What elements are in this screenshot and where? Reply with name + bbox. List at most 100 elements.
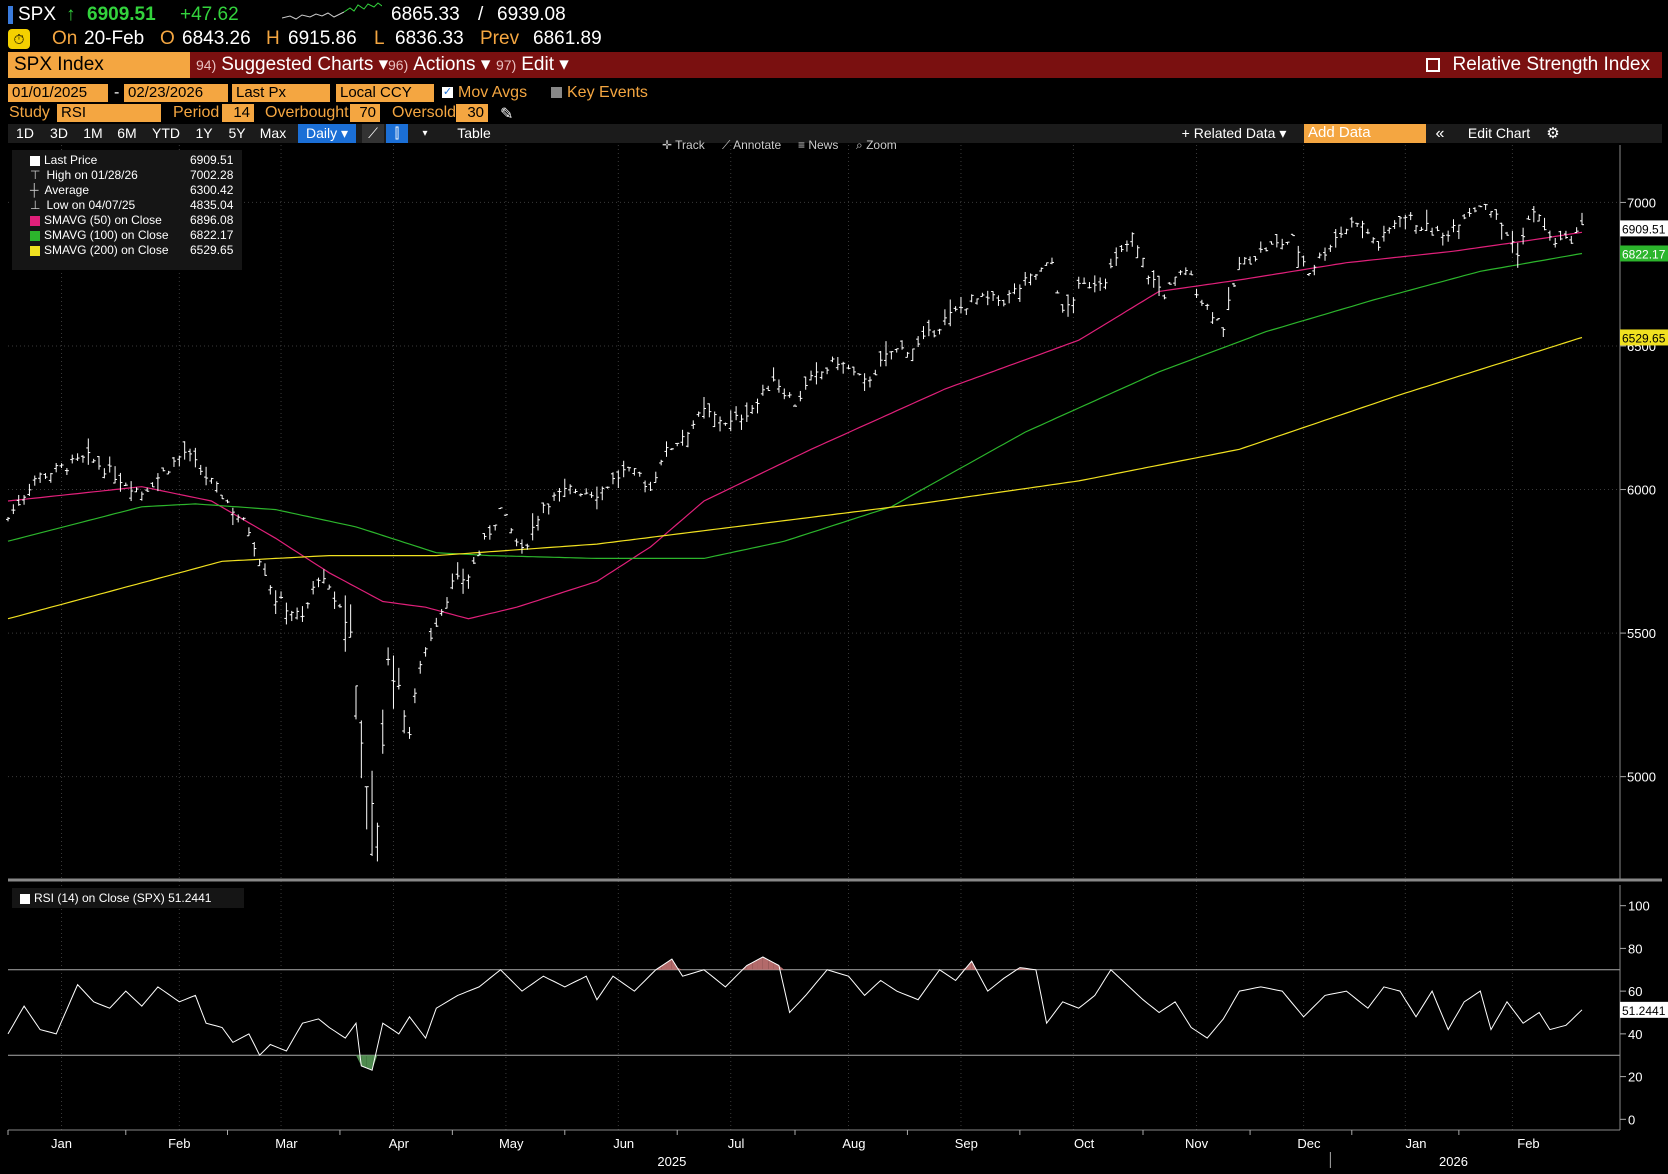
period-ytd[interactable]: YTD <box>152 125 180 141</box>
frequency-select[interactable]: Daily ▾ <box>298 124 356 143</box>
zoom-label: Zoom <box>866 138 897 152</box>
legend-swatch <box>30 215 40 226</box>
period-1m[interactable]: 1M <box>83 125 103 141</box>
period-1y[interactable]: 1Y <box>195 125 213 141</box>
rsi-legend: RSI (14) on Close (SPX) 51.2441 <box>12 888 244 908</box>
rsi-last-tag <box>1620 1001 1668 1018</box>
study-label: Study <box>9 104 50 121</box>
legend-swatch <box>30 155 40 166</box>
period-5y[interactable]: 5Y <box>228 125 246 141</box>
rsi-legend-row[interactable]: RSI (14) on Close (SPX) 51.2441 <box>12 891 211 906</box>
legend-label: SMAVG (200) on Close <box>44 243 169 257</box>
up-arrow-icon: ↑ <box>66 4 76 25</box>
mov-avgs-label: Mov Avgs <box>458 84 528 101</box>
news-tool[interactable]: ≡ News <box>798 138 838 154</box>
legend-last-price[interactable]: Last Price <box>12 153 97 168</box>
legend-ma200[interactable]: SMAVG (200) on Close <box>12 243 169 258</box>
legend-swatch <box>20 893 30 904</box>
security-field[interactable]: SPX Index <box>8 52 190 78</box>
rsi-tick-label: 100 <box>1628 899 1650 914</box>
rsi-tick-label: 80 <box>1628 941 1642 956</box>
suggested-num: 94) <box>196 57 217 73</box>
crosshair-icon: ✛ <box>662 138 676 152</box>
legend-ma200-value: 6529.65 <box>190 243 234 257</box>
month-label: Jun <box>613 1136 634 1151</box>
overbought-fill <box>661 962 667 970</box>
rsi-tick-label: 60 <box>1628 984 1642 999</box>
legend-ma50[interactable]: SMAVG (50) on Close <box>12 213 162 228</box>
key-events-checkbox[interactable] <box>551 87 562 98</box>
gear-icon[interactable]: ⚙ <box>1546 125 1560 142</box>
actions-menu[interactable]: 96) Actions ▾ <box>388 52 490 78</box>
sparkline-icon <box>281 2 383 30</box>
period-field[interactable]: 14 <box>222 104 254 122</box>
edit-label: Edit ▾ <box>521 54 569 75</box>
popout-icon[interactable] <box>1426 58 1441 72</box>
price-tick-label: 5500 <box>1627 626 1656 641</box>
ticker-marker <box>8 6 13 24</box>
pencil-icon[interactable]: ✎ <box>500 106 514 123</box>
table-button[interactable]: Table <box>457 125 491 141</box>
low-label: L <box>374 28 385 49</box>
chart-type-dropdown-icon[interactable]: ▾ <box>422 128 428 139</box>
annotate-tool[interactable]: ⟋ Annotate <box>722 138 781 154</box>
last-value-tag <box>1620 245 1668 262</box>
ma-line-smavg-100- <box>7 252 1583 560</box>
zoom-icon: ⌕ <box>856 138 867 152</box>
period-3d[interactable]: 3D <box>50 125 68 141</box>
last-value-tag <box>1620 220 1668 237</box>
legend-average-value: 6300.42 <box>190 183 234 197</box>
legend-ma100[interactable]: SMAVG (100) on Close <box>12 228 169 243</box>
year-label: 2026 <box>1439 1154 1468 1169</box>
edit-chart-button[interactable]: Edit Chart <box>1467 125 1531 141</box>
end-date-field[interactable]: 02/23/2026 <box>124 84 228 102</box>
news-icon: ≡ <box>798 138 809 152</box>
month-label: May <box>499 1136 524 1151</box>
overbought-label: Overbought <box>265 104 349 121</box>
chart-title[interactable]: Relative Strength Index <box>1426 52 1650 78</box>
line-chart-icon[interactable]: ⟋ <box>362 124 384 143</box>
mov-avgs-checkbox[interactable]: ✓ <box>442 86 453 98</box>
legend-low: ⊥ Low on 04/07/25 <box>12 198 135 213</box>
edit-menu[interactable]: 97) Edit ▾ <box>496 52 569 78</box>
prev-value: 6861.89 <box>533 28 602 49</box>
period-1d[interactable]: 1D <box>16 125 34 141</box>
period-label: Period <box>173 104 220 121</box>
last-value-label: 6529.65 <box>1622 331 1666 345</box>
legend-label: High on 01/28/26 <box>46 168 138 182</box>
quote-date: 20-Feb <box>84 28 145 49</box>
overbought-fill <box>1014 967 1020 970</box>
collapse-icon[interactable]: « <box>1435 125 1445 142</box>
date-sep: - <box>114 84 120 101</box>
legend-ma50-value: 6896.08 <box>190 213 234 227</box>
annotate-label: Annotate <box>733 138 782 152</box>
track-tool[interactable]: ✛ Track <box>662 138 705 154</box>
legend-swatch <box>30 230 40 241</box>
legend-label: SMAVG (100) on Close <box>44 228 169 242</box>
suggested-charts-menu[interactable]: 94) Suggested Charts ▾ <box>196 52 388 78</box>
rsi-tick-label: 40 <box>1628 1027 1642 1042</box>
overbought-fill <box>778 965 785 970</box>
ma-line-smavg-200- <box>7 336 1583 620</box>
oversold-label: Oversold <box>392 104 457 121</box>
ma-line-smavg-50- <box>7 231 1583 620</box>
last-value-label: 6909.51 <box>1622 222 1666 236</box>
zoom-tool[interactable]: ⌕ Zoom <box>856 138 897 154</box>
high-marker-icon: ⊤ <box>30 168 41 182</box>
period-6m[interactable]: 6M <box>117 125 137 141</box>
oversold-field[interactable]: 30 <box>456 104 488 122</box>
period-max[interactable]: Max <box>259 125 287 141</box>
last-value-label: 6822.17 <box>1622 247 1666 261</box>
price-field-select[interactable]: Last Px <box>232 84 330 102</box>
currency-select[interactable]: Local CCY <box>336 84 434 102</box>
price-tick-label: 6000 <box>1627 483 1656 498</box>
bar-chart-icon[interactable]: ⫿ <box>386 124 408 143</box>
related-data-button[interactable]: + Related Data ▾ <box>1181 125 1287 141</box>
add-data-field[interactable]: Add Data <box>1304 124 1426 143</box>
start-date-field[interactable]: 01/01/2025 <box>8 84 108 102</box>
study-select[interactable]: RSI <box>57 104 161 122</box>
low-marker-icon: ⊥ <box>30 198 41 212</box>
overbought-field[interactable]: 70 <box>350 104 380 122</box>
overbought-fill <box>762 956 769 970</box>
